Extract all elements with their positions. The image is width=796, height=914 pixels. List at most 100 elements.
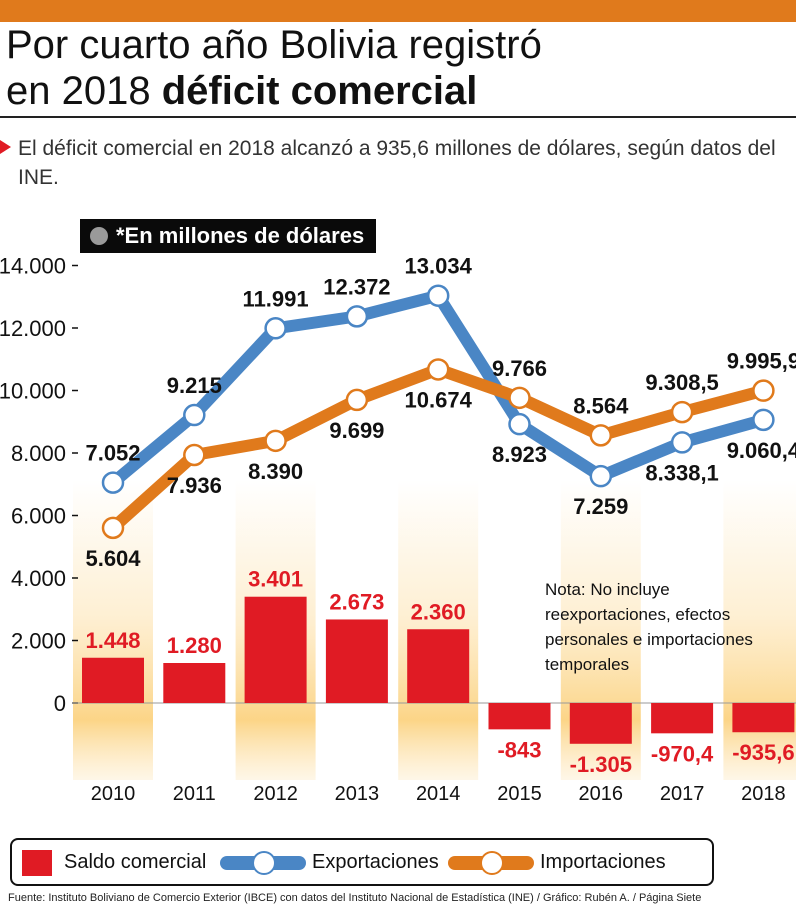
subtitle-arrow-icon: [0, 140, 11, 154]
point-exportaciones-2010: [101, 471, 125, 494]
legend-marker-exports-icon: [252, 851, 276, 875]
label-saldo-2013: 2.673: [329, 589, 384, 614]
legend-label-exportaciones: Exportaciones: [312, 851, 439, 873]
point-exportaciones-2015: [508, 412, 531, 436]
x-tick-label-2013: 2013: [335, 783, 380, 805]
y-tick-label: 14.000: [0, 254, 66, 279]
x-axis: 2010 2011 2012 2013 2014 2015 2016 2017 2018: [91, 783, 786, 805]
label-imports-2012: 8.390: [248, 459, 303, 484]
y-tick-label: 8.000: [11, 441, 66, 466]
chart-note: Nota: No incluye reexportaciones, efecto…: [545, 580, 753, 674]
label-imports-2013: 9.699: [329, 418, 384, 443]
data-labels: 1.448 1.280 3.401 2.673 2.360 -843 -1.305 -970,…: [85, 254, 796, 777]
source-credit: Fuente: Instituto Boliviano de Comercio …: [8, 892, 702, 904]
bar-saldo-2018: [732, 703, 795, 733]
bar-saldo-2010: [82, 657, 144, 703]
bar-saldo-2012: [244, 596, 307, 703]
legend-item-saldo: Saldo comercial: [12, 840, 222, 884]
legend-label-saldo: Saldo comercial: [64, 851, 207, 873]
bar-saldo-2011: [163, 663, 226, 703]
title-line-1: Por cuarto año Bolivia registró: [6, 23, 542, 67]
label-exports-2011: 9.215: [167, 373, 222, 398]
x-tick-label-2015: 2015: [497, 783, 542, 805]
point-exportaciones-2012: [264, 317, 287, 340]
label-exports-2018: 9.060,4: [727, 438, 796, 463]
point-importaciones-2010: [101, 516, 125, 540]
x-tick-label-2014: 2014: [416, 783, 461, 805]
label-imports-2016: 8.564: [573, 393, 629, 418]
x-tick-label-2012: 2012: [253, 783, 298, 805]
label-saldo-2011: 1.280: [167, 633, 222, 658]
bar-saldo-2014: [407, 629, 470, 703]
label-saldo-2018: -935,6: [732, 740, 794, 765]
top-accent-bar: [0, 0, 796, 22]
label-imports-2015: 9.766: [492, 356, 547, 381]
x-tick-label-2011: 2011: [173, 783, 216, 805]
line-series: [101, 284, 775, 540]
point-importaciones-2013: [345, 388, 369, 412]
legend-marker-imports-icon: [480, 851, 504, 875]
point-exportaciones-2018: [752, 408, 775, 432]
label-exports-2012: 11.991: [243, 286, 309, 311]
title-line-2-prefix: en 2018: [6, 69, 162, 113]
title-divider: [0, 116, 796, 118]
label-exports-2016: 7.259: [573, 494, 628, 519]
x-tick-label-2010: 2010: [91, 783, 136, 805]
point-exportaciones-2016: [589, 464, 613, 488]
y-tick-label: 2.000: [11, 629, 66, 654]
chart-area: 14.00012.00010.0008.0006.0004.0002.0000 …: [0, 254, 796, 805]
point-exportaciones-2013: [345, 305, 369, 328]
legend-label-importaciones: Importaciones: [540, 851, 666, 873]
label-exports-2010: 7.052: [85, 441, 140, 466]
legend-item-importaciones: Importaciones: [448, 840, 708, 884]
label-exports-2017: 8.338,1: [645, 460, 718, 485]
y-tick-label: 12.000: [0, 316, 66, 341]
label-saldo-2015: -843: [497, 737, 541, 762]
subtitle: El déficit comercial en 2018 alcanzó a 9…: [18, 137, 776, 189]
point-importaciones-2017: [670, 400, 694, 424]
label-exports-2014: 13.034: [405, 254, 473, 279]
x-tick-label-2017: 2017: [660, 783, 705, 805]
bar-saldo-2016: [569, 703, 632, 744]
x-tick-label-2016: 2016: [579, 783, 624, 805]
bullet-icon: [90, 227, 108, 245]
legend: Saldo comercial Exportaciones Importacio…: [10, 838, 714, 886]
title-line-2-bold: déficit comercial: [161, 69, 478, 113]
y-tick-label: 0: [54, 691, 66, 716]
label-imports-2010: 5.604: [85, 546, 141, 571]
label-imports-2011: 7.936: [167, 473, 222, 498]
bar-series: [82, 596, 795, 744]
label-imports-2018: 9.995,9: [727, 349, 796, 374]
point-importaciones-2015: [508, 386, 531, 410]
point-exportaciones-2011: [183, 403, 206, 427]
bar-saldo-2015: [488, 703, 551, 730]
label-saldo-2010: 1.448: [85, 628, 140, 653]
label-saldo-2017: -970,4: [651, 741, 714, 766]
label-imports-2017: 9.308,5: [645, 370, 718, 395]
title-line-2: en 2018 déficit comercial: [6, 68, 786, 114]
label-saldo-2012: 3.401: [248, 567, 303, 592]
x-tick-label-2018: 2018: [741, 783, 786, 805]
point-exportaciones-2014: [426, 284, 450, 307]
label-saldo-2014: 2.360: [411, 599, 466, 624]
label-imports-2014: 10.674: [405, 387, 473, 412]
point-importaciones-2012: [264, 429, 287, 453]
label-exports-2013: 12.372: [323, 274, 390, 299]
legend-item-exportaciones: Exportaciones: [220, 840, 470, 884]
unit-badge: *En millones de dólares: [80, 219, 376, 253]
y-tick-label: 10.000: [0, 379, 66, 404]
point-importaciones-2014: [426, 358, 450, 381]
point-exportaciones-2017: [670, 431, 694, 454]
y-tick-label: 4.000: [11, 566, 66, 591]
bar-saldo-2013: [325, 619, 388, 703]
y-tick-label: 6.000: [11, 504, 66, 529]
point-importaciones-2016: [589, 424, 613, 447]
bar-saldo-2017: [651, 703, 714, 734]
unit-label: *En millones de dólares: [116, 223, 365, 248]
page-title: Por cuarto año Bolivia registró en 2018 …: [6, 22, 786, 114]
label-saldo-2016: -1.305: [570, 752, 632, 777]
label-exports-2015: 8.923: [492, 442, 547, 467]
point-importaciones-2011: [183, 443, 206, 467]
point-importaciones-2018: [752, 379, 775, 402]
legend-swatch-bar-icon: [22, 850, 52, 876]
